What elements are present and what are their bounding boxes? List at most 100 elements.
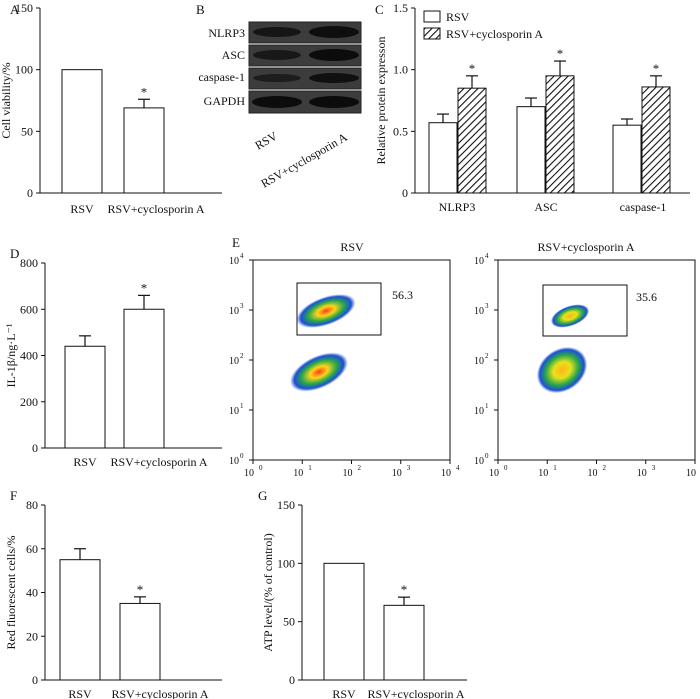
blot-label-nlrp3: NLRP3 [208, 26, 245, 40]
chart-atp-level: 0 50 100 150 ATP level/(% of control) RSV * RSV… [261, 498, 467, 699]
x-tick-label: NLRP3 [439, 200, 476, 214]
flow-title: RSV+cyclosporin A [537, 240, 634, 254]
y-tick-exponent: 4 [240, 252, 244, 260]
blot-band [253, 74, 301, 82]
y-tick-label: 10 [474, 256, 484, 267]
y-tick-label: 10 [474, 306, 484, 317]
y-tick-label: 100 [277, 556, 295, 570]
x-tick-exponent: 0 [504, 464, 508, 472]
panel-label-g: G [258, 488, 267, 503]
blot-label-gapdh: GAPDH [204, 94, 246, 108]
bar [61, 69, 103, 194]
x-tick-label: RSV+cyclosporin A [107, 202, 204, 216]
legend-swatch-rsv-cyclosporin [423, 27, 441, 40]
x-tick-label: 10 [441, 468, 451, 479]
x-tick-label: 10 [686, 468, 696, 479]
y-tick-label: 10 [229, 456, 239, 467]
population-lower [290, 352, 348, 392]
x-tick-exponent: 4 [456, 464, 460, 472]
chart-relative-protein-expression: 0 0.5 1.0 1.5 Relative protein expresson * NLR… [374, 1, 690, 214]
y-tick-exponent: 4 [485, 252, 489, 260]
y-tick-label: 1.5 [393, 1, 408, 15]
y-tick-exponent: 3 [240, 302, 244, 310]
y-axis-label: IL-1β/ng·L⁻¹ [4, 323, 18, 387]
blot-lane-rsv: RSV [253, 129, 281, 153]
blot-band [309, 49, 359, 61]
x-tick-label: RSV+cyclosporin A [111, 687, 208, 699]
x-tick-exponent: 1 [308, 464, 312, 472]
y-tick-label: 0 [27, 186, 33, 200]
y-tick-label: 10 [229, 256, 239, 267]
x-tick-label: 10 [343, 468, 353, 479]
y-tick-label: 0 [402, 186, 408, 200]
x-tick-label: RSV [70, 202, 94, 216]
flow-plot-frame [252, 259, 451, 461]
blot-label-caspase1: caspase-1 [198, 70, 245, 84]
bar [545, 75, 575, 194]
bar [457, 87, 487, 194]
bar [59, 559, 101, 681]
y-tick-label: 800 [20, 256, 38, 270]
y-tick-label: 400 [20, 349, 38, 363]
legend-label-rsv: RSV [446, 10, 470, 24]
significance-marker: * [141, 84, 148, 99]
flow-title: RSV [340, 240, 364, 254]
bar [516, 106, 546, 194]
y-tick-label: 600 [20, 302, 38, 316]
y-tick-exponent: 2 [240, 352, 244, 360]
y-tick-label: 0.5 [393, 124, 408, 138]
panel-label-e: E [232, 235, 240, 250]
y-tick-label: 150 [15, 1, 33, 15]
bar [641, 86, 671, 194]
blot-band [309, 26, 359, 38]
panel-label-f: F [10, 488, 17, 503]
x-tick-label: caspase-1 [620, 200, 667, 214]
chart-red-fluorescent-cells: 0 20 40 60 80 Red fluorescent cells/% RSV * RSV+… [4, 498, 222, 699]
panel-label-a: A [10, 2, 20, 17]
x-tick-label: 10 [392, 468, 402, 479]
population-upper [550, 304, 590, 328]
blot-band [253, 27, 301, 37]
x-tick-exponent: 3 [652, 464, 656, 472]
y-tick-exponent: 3 [485, 302, 489, 310]
y-tick-label: 20 [26, 629, 38, 643]
panel-label-c: C [375, 2, 384, 17]
panel-label-d: D [10, 246, 19, 261]
y-tick-exponent: 0 [240, 452, 244, 460]
significance-marker: * [141, 280, 148, 295]
gate-percentage: 35.6 [636, 290, 657, 304]
bar [383, 604, 425, 681]
significance-marker: * [653, 61, 660, 76]
western-blot: NLRP3 ASC caspase-1 GAPDH RSV RSV+cyclos… [198, 21, 362, 191]
y-axis-label: Red fluorescent cells/% [4, 536, 18, 650]
flow-plot-frame [497, 259, 696, 461]
y-tick-label: 0 [289, 673, 295, 687]
y-tick-exponent: 1 [240, 402, 244, 410]
population-lower [536, 346, 588, 394]
y-tick-label: 200 [20, 395, 38, 409]
x-tick-label: ASC [534, 200, 557, 214]
y-tick-label: 10 [474, 356, 484, 367]
chart-cell-viability: 0 50 100 150 Cell viability/% RSV * RSV+cyclosp… [0, 1, 222, 216]
bar [612, 124, 642, 194]
y-tick-exponent: 1 [485, 402, 489, 410]
significance-marker: * [557, 46, 564, 61]
significance-marker: * [137, 582, 144, 597]
x-tick-label: RSV [332, 687, 356, 699]
population-upper [296, 294, 356, 328]
x-tick-label: RSV [73, 455, 97, 469]
x-tick-exponent: 1 [553, 464, 557, 472]
x-tick-exponent: 2 [603, 464, 607, 472]
x-tick-label: RSV [68, 687, 92, 699]
y-tick-label: 10 [474, 406, 484, 417]
y-tick-exponent: 0 [485, 452, 489, 460]
x-tick-label: 10 [637, 468, 647, 479]
gate-percentage: 56.3 [392, 288, 413, 302]
bar [123, 308, 165, 449]
legend-swatch-rsv [423, 10, 441, 23]
bar [123, 107, 165, 194]
y-tick-label: 50 [283, 615, 295, 629]
x-tick-label: 10 [293, 468, 303, 479]
